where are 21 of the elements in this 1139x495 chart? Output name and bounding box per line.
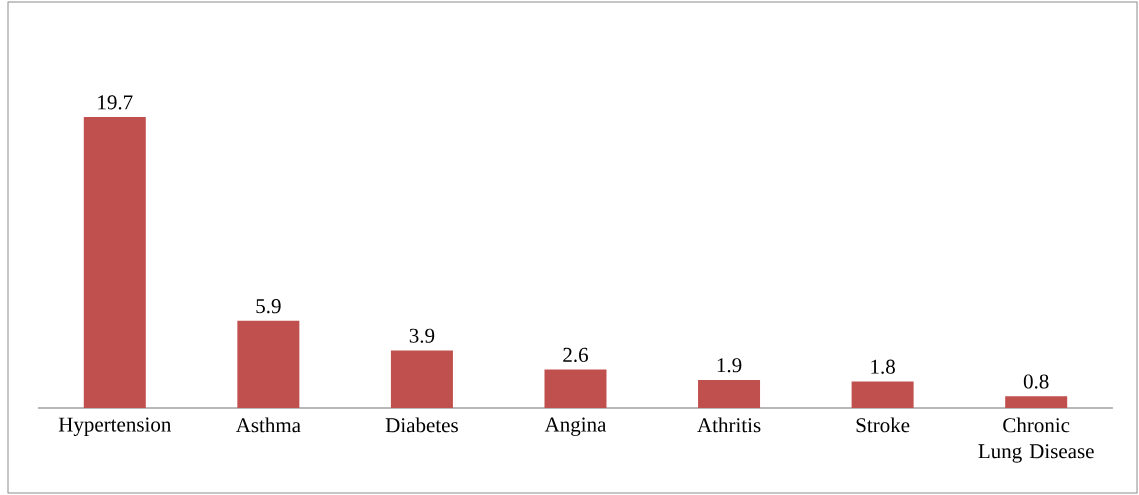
x-tick-label: Stroke	[856, 417, 910, 433]
bar	[237, 320, 300, 408]
bar	[544, 369, 607, 408]
bar	[390, 350, 453, 408]
data-label: 1.8	[871, 359, 895, 374]
bar	[851, 381, 914, 408]
x-tick-label: Hypertension	[58, 417, 172, 436]
x-tick-label: Athritis	[697, 417, 761, 433]
data-label: 0.8	[1023, 374, 1049, 389]
data-label: 2.6	[563, 347, 588, 363]
data-label: 1.9	[717, 358, 742, 373]
bar	[83, 117, 146, 408]
x-tick-label: Asthma	[235, 417, 301, 433]
data-label: 3.9	[409, 328, 435, 343]
x-tick-label: Diabetes	[385, 417, 458, 433]
bar	[698, 379, 761, 408]
bar	[1005, 396, 1068, 408]
x-tick-label: Chronic Lung Disease	[978, 417, 1094, 463]
x-tick-label: Angina	[544, 417, 607, 436]
data-label: 5.9	[256, 299, 281, 314]
data-label: 19.7	[98, 95, 133, 110]
